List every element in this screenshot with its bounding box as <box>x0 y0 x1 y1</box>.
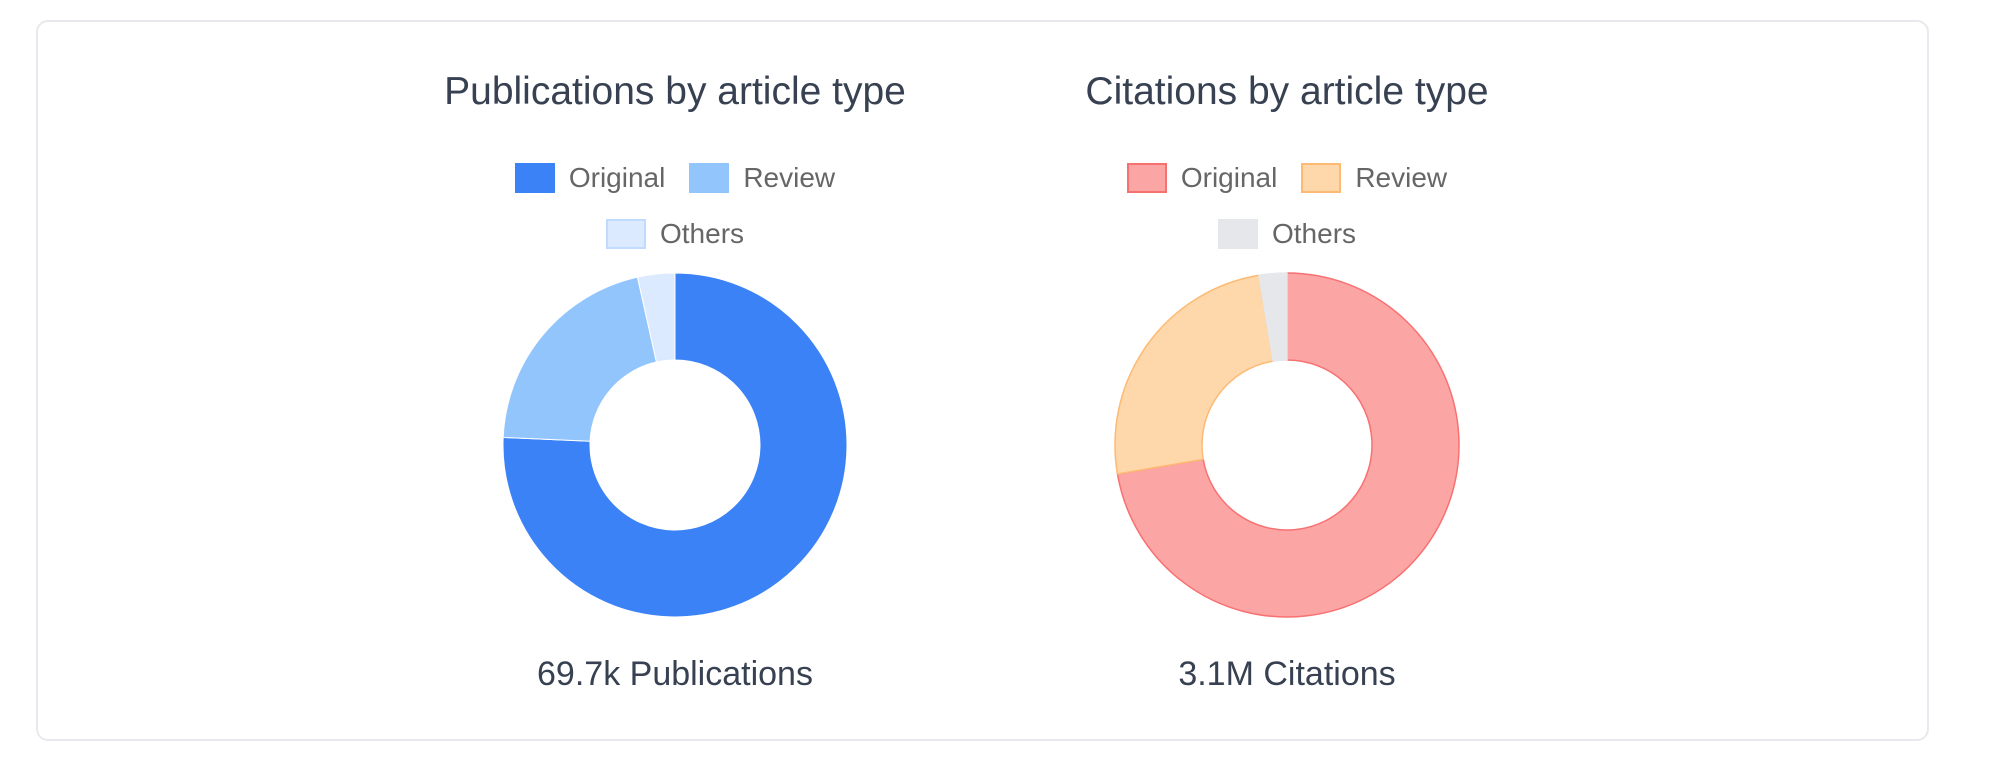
publications-chart: Publications by article type Original Re… <box>375 0 975 766</box>
legend-swatch-icon <box>1301 163 1342 193</box>
legend-swatch-icon <box>514 163 555 193</box>
legend-item-original[interactable]: Original <box>514 161 666 195</box>
legend-label: Others <box>659 218 745 249</box>
donut-segment-original[interactable] <box>1116 272 1460 618</box>
citations-total: 3.1M Citations <box>1178 655 1396 693</box>
legend-label: Original <box>1180 162 1278 193</box>
donut-segment-review[interactable] <box>502 276 658 442</box>
chart-title: Citations by article type <box>1085 70 1489 113</box>
legend: Original Review <box>375 161 975 195</box>
legend-label: Review <box>1355 162 1448 193</box>
donut-segment-original[interactable] <box>502 272 848 618</box>
legend: Original Review <box>987 161 1587 195</box>
citations-chart: Citations by article type Original Revie… <box>987 0 1587 766</box>
legend: Others <box>375 217 975 251</box>
legend-swatch-icon <box>605 219 646 249</box>
donut-segment-others[interactable] <box>1258 272 1288 362</box>
legend-swatch-icon <box>1217 219 1258 249</box>
publications-total: 69.7k Publications <box>537 655 813 693</box>
donut-svg <box>1114 272 1460 618</box>
citations-donut[interactable] <box>1112 270 1462 620</box>
legend-item-review[interactable]: Review <box>1301 161 1447 195</box>
legend-item-review[interactable]: Review <box>689 161 835 195</box>
legend-label: Review <box>743 162 836 193</box>
legend: Others <box>987 217 1587 251</box>
donut-svg <box>502 272 848 618</box>
legend-swatch-icon <box>1126 163 1167 193</box>
chart-title: Publications by article type <box>444 70 906 113</box>
donut-segment-others[interactable] <box>636 272 676 363</box>
donut-segment-review[interactable] <box>1114 274 1275 475</box>
legend-item-original[interactable]: Original <box>1126 161 1278 195</box>
legend-item-others[interactable]: Others <box>1217 217 1357 251</box>
legend-label: Original <box>568 162 666 193</box>
legend-swatch-icon <box>689 163 730 193</box>
article-type-card <box>36 20 1929 741</box>
legend-item-others[interactable]: Others <box>605 217 745 251</box>
publications-donut[interactable] <box>500 270 850 620</box>
legend-label: Others <box>1271 218 1357 249</box>
